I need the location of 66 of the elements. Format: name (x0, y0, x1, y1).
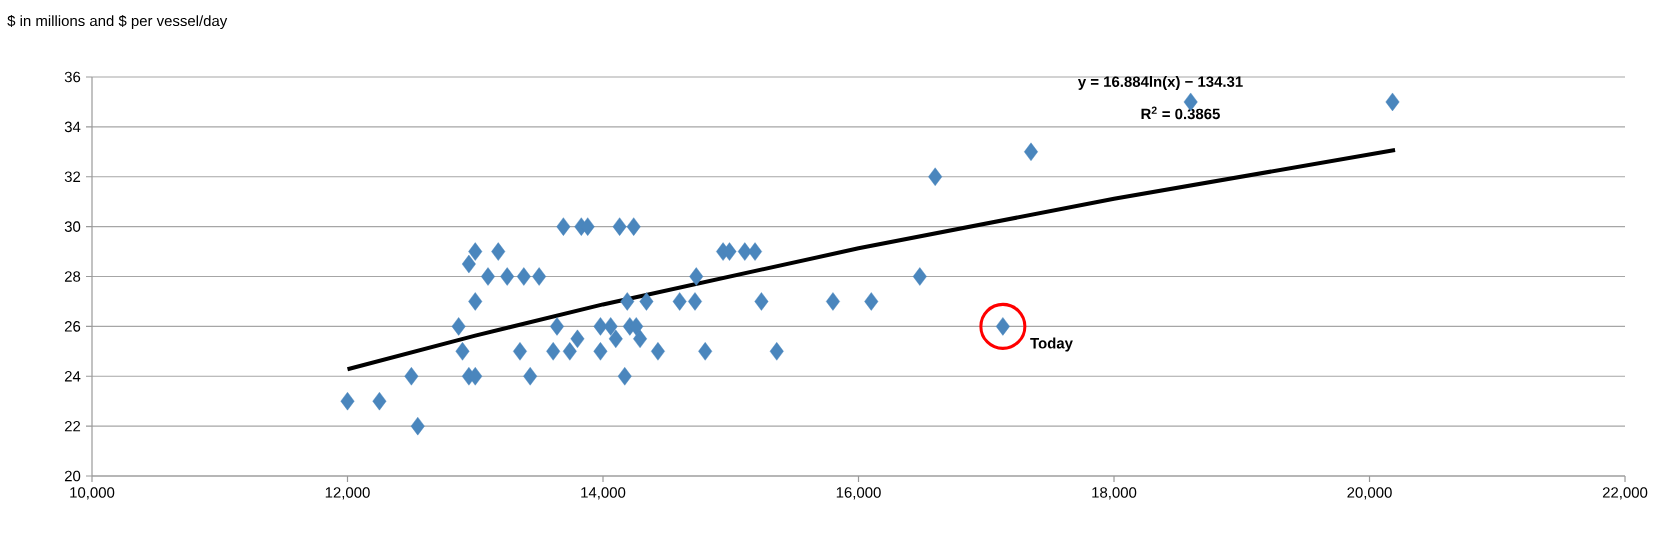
point (826, 292, 840, 311)
x-tick-label: 18,000 (1092, 487, 1137, 500)
point (672, 292, 687, 311)
point (633, 329, 647, 349)
point (688, 292, 702, 311)
point (608, 329, 623, 349)
point (639, 292, 654, 311)
y-tick-label: 22 (64, 420, 81, 432)
point (612, 217, 627, 236)
point (556, 217, 571, 236)
point (461, 254, 476, 274)
annotation: Today (1030, 337, 1073, 352)
point (410, 416, 425, 436)
point (1024, 142, 1038, 162)
y-tick-label: 28 (64, 271, 81, 282)
y-tick-label: 30 (64, 221, 81, 232)
annotation: R$^{2}$ = 0.3865 (1141, 106, 1220, 120)
point (516, 267, 531, 286)
point (620, 292, 635, 311)
y-tick-label: 24 (64, 371, 81, 382)
point (928, 167, 943, 186)
point (650, 342, 665, 361)
y-tick-label: 26 (64, 321, 81, 332)
point (404, 367, 419, 386)
y-tick-label: 32 (64, 171, 81, 183)
point (689, 267, 704, 286)
point (912, 267, 927, 286)
point (1385, 92, 1400, 112)
y-tick-label: 20 (64, 470, 81, 482)
point (513, 342, 527, 361)
point (754, 292, 769, 311)
point (550, 317, 564, 336)
point (562, 342, 577, 361)
point (769, 342, 784, 361)
x-tick-label: 20,000 (1347, 487, 1392, 500)
point (491, 242, 506, 261)
point (546, 342, 561, 361)
point (617, 367, 632, 386)
x-tick-label: 12,000 (325, 487, 370, 500)
point (626, 217, 641, 236)
point (481, 267, 495, 286)
point (748, 242, 762, 261)
x-tick-label: 10,000 (70, 487, 115, 500)
point (593, 342, 608, 361)
point (500, 267, 515, 286)
point (603, 317, 618, 336)
x-tick-label: 14,000 (581, 487, 626, 500)
point (570, 329, 585, 349)
y-axis-title: $ in millions and $ per vessel/day (7, 14, 228, 30)
point (340, 391, 355, 411)
point (468, 242, 483, 261)
point (698, 342, 713, 361)
y-tick-label: 34 (64, 121, 81, 133)
y-tick-label: 36 (64, 71, 81, 83)
point (455, 342, 470, 361)
point (451, 317, 466, 336)
line-series (345, 148, 1398, 372)
point (372, 391, 387, 411)
annotation: y = 16.884ln(x) − 134.31 (1077, 76, 1243, 90)
x-tick-label: 22,000 (1602, 487, 1648, 500)
point (864, 292, 879, 311)
point (593, 317, 608, 336)
point (532, 267, 547, 286)
point (468, 292, 483, 311)
x-tick-label: 16,000 (836, 487, 881, 500)
point (523, 367, 538, 386)
